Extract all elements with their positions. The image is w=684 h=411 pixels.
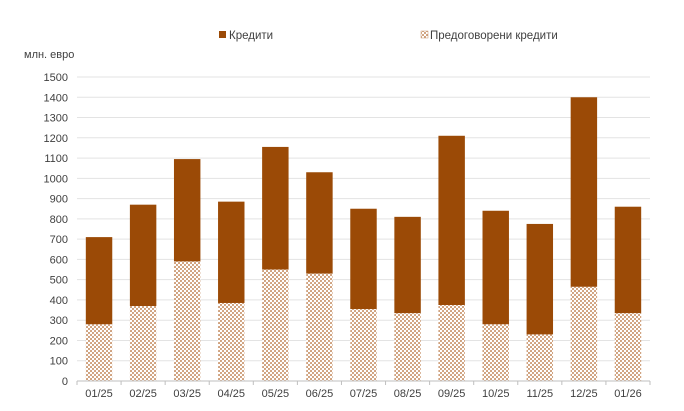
y-tick-label: 300 bbox=[50, 315, 68, 327]
bar-renegotiated-credits-05-25 bbox=[262, 269, 289, 381]
bar-renegotiated-credits-09-25 bbox=[438, 305, 465, 381]
x-tick-label: 05/25 bbox=[262, 388, 290, 400]
x-tick-label: 09/25 bbox=[438, 388, 466, 400]
bar-credits-04-25 bbox=[218, 201, 245, 303]
y-tick-label: 1300 bbox=[44, 113, 68, 125]
bar-renegotiated-credits-07-25 bbox=[350, 309, 377, 381]
y-tick-label: 1500 bbox=[44, 72, 68, 84]
bar-credits-07-25 bbox=[350, 208, 377, 310]
bar-renegotiated-credits-04-25 bbox=[218, 302, 245, 381]
y-axis-unit-label: млн. евро bbox=[24, 49, 74, 61]
y-tick-label: 800 bbox=[50, 214, 68, 226]
x-tick-label: 04/25 bbox=[218, 388, 246, 400]
x-tick-label: 10/25 bbox=[482, 388, 510, 400]
bar-renegotiated-credits-12-25 bbox=[570, 286, 598, 381]
y-tick-label: 1100 bbox=[44, 153, 68, 165]
bar-renegotiated-credits-03-25 bbox=[173, 261, 201, 381]
legend-swatch-renegotiated-credits bbox=[420, 30, 429, 39]
legend-label-renegotiated-credits: Предоговорени кредити bbox=[430, 30, 558, 42]
y-tick-label: 1200 bbox=[44, 133, 68, 145]
y-axis-ticks: 0 100 200 300 400 500 600 700 800 900 1000 1100 1200… bbox=[44, 72, 68, 388]
bar-credits-11-25 bbox=[526, 223, 554, 335]
legend-label-credits: Кредити bbox=[229, 30, 273, 42]
bar-credits-01-25 bbox=[85, 237, 113, 325]
x-axis-ticks: 01/25 02/25 03/25 04/25 05/25 06/25 07/25 08/25… bbox=[76, 381, 651, 400]
y-tick-label: 1400 bbox=[44, 92, 68, 104]
x-tick-label: 01/26 bbox=[614, 388, 642, 400]
bars bbox=[85, 97, 642, 381]
y-tick-label: 400 bbox=[50, 295, 68, 307]
y-tick-label: 500 bbox=[50, 275, 68, 287]
x-tick-label: 07/25 bbox=[350, 388, 378, 400]
x-tick-label: 02/25 bbox=[129, 388, 157, 400]
bar-credits-12-25 bbox=[570, 97, 598, 287]
x-tick-label: 12/25 bbox=[570, 388, 598, 400]
bar-credits-10-25 bbox=[482, 210, 509, 325]
y-tick-label: 900 bbox=[50, 194, 68, 206]
legend: Кредити Предоговорени кредити bbox=[219, 30, 558, 42]
bar-credits-05-25 bbox=[262, 146, 289, 270]
bar-renegotiated-credits-06-25 bbox=[306, 273, 333, 381]
bar-renegotiated-credits-02-25 bbox=[129, 306, 157, 381]
y-tick-label: 100 bbox=[50, 356, 68, 368]
bar-credits-09-25 bbox=[438, 135, 465, 305]
x-tick-label: 01/25 bbox=[85, 388, 113, 400]
y-tick-label: 1000 bbox=[44, 173, 68, 185]
y-tick-label: 0 bbox=[62, 376, 68, 388]
x-tick-label: 11/25 bbox=[526, 388, 553, 400]
legend-swatch-credits bbox=[219, 31, 226, 38]
bar-credits-03-25 bbox=[173, 159, 201, 262]
bar-renegotiated-credits-08-25 bbox=[394, 313, 421, 381]
bar-credits-01-26 bbox=[614, 206, 642, 314]
x-tick-label: 08/25 bbox=[394, 388, 422, 400]
bar-credits-02-25 bbox=[129, 204, 157, 307]
bar-renegotiated-credits-01-25 bbox=[85, 324, 113, 381]
bar-renegotiated-credits-11-25 bbox=[526, 334, 554, 381]
bar-credits-08-25 bbox=[394, 216, 421, 314]
x-tick-label: 06/25 bbox=[306, 388, 334, 400]
y-tick-label: 200 bbox=[50, 335, 68, 347]
bar-renegotiated-credits-10-25 bbox=[482, 324, 509, 381]
y-tick-label: 600 bbox=[50, 254, 68, 266]
bar-credits-06-25 bbox=[306, 172, 333, 274]
y-tick-label: 700 bbox=[50, 234, 68, 246]
x-tick-label: 03/25 bbox=[173, 388, 201, 400]
bar-renegotiated-credits-01-26 bbox=[614, 313, 642, 381]
